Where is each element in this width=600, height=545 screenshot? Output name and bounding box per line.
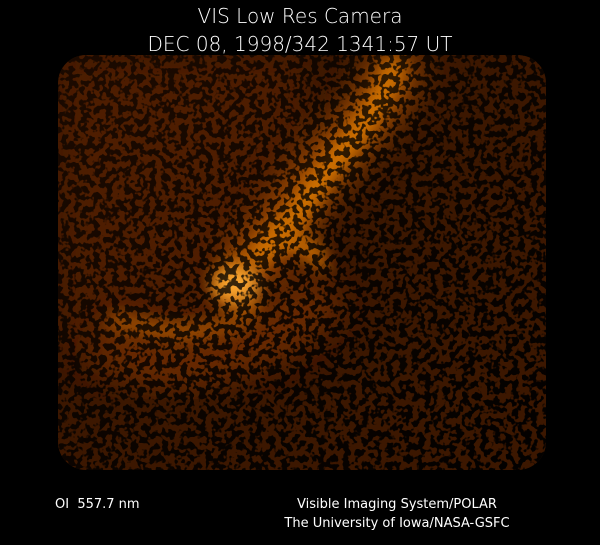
credit-line: The University of Iowa/NASA-GSFC: [283, 516, 509, 531]
timestamp: DEC 08, 1998/342 1341:57 UT: [148, 32, 453, 56]
wavelength-label: OI 557.7 nm: [55, 497, 140, 512]
credit-line: Visible Imaging System/POLAR: [297, 497, 497, 512]
aurora-image: [58, 55, 546, 470]
title: VIS Low Res Camera: [198, 4, 403, 28]
